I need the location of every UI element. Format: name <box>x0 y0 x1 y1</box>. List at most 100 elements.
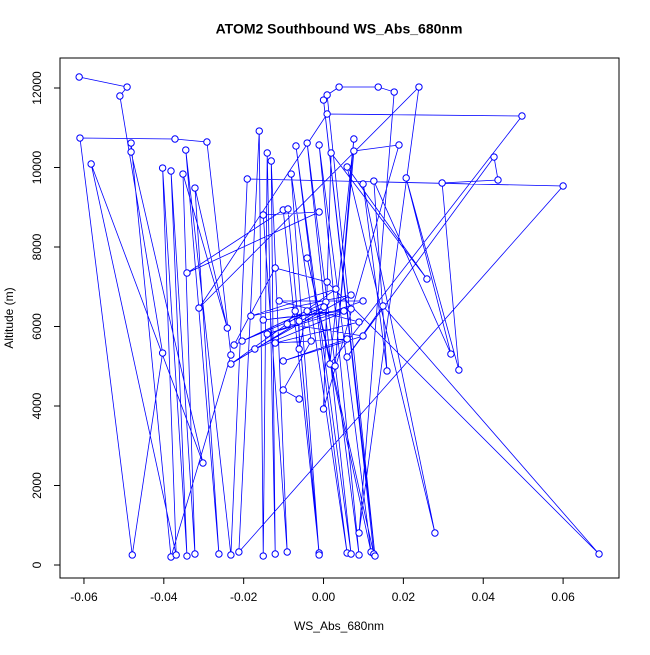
data-point <box>319 405 328 413</box>
data-point <box>227 360 235 368</box>
data-point <box>347 291 355 299</box>
data-point <box>415 83 423 91</box>
data-point <box>350 147 358 155</box>
data-point <box>295 317 303 325</box>
data-point <box>271 339 279 347</box>
data-point <box>332 285 340 293</box>
data-point <box>271 264 279 272</box>
data-point <box>335 83 343 91</box>
data-point <box>255 127 263 135</box>
data-point <box>203 138 211 146</box>
data-point <box>127 148 135 156</box>
data-point <box>87 160 95 168</box>
data-point <box>158 349 167 357</box>
x-axis-label: WS_Abs_680nm <box>294 619 384 633</box>
data-point <box>355 529 363 537</box>
data-point <box>340 307 348 315</box>
data-point <box>263 330 271 338</box>
data-point <box>343 353 351 361</box>
data-point <box>183 269 191 277</box>
data-point <box>347 550 355 558</box>
x-tick-label: 0.00 <box>312 590 336 604</box>
data-point <box>259 211 267 219</box>
data-point <box>323 278 331 286</box>
data-point <box>259 316 267 324</box>
data-point <box>355 551 363 559</box>
data-point <box>447 350 455 358</box>
data-point <box>383 367 391 375</box>
data-point <box>315 141 323 149</box>
data-point <box>227 551 235 559</box>
data-point <box>355 318 363 326</box>
data-point <box>238 337 246 345</box>
data-point <box>395 141 403 149</box>
data-point <box>327 149 335 157</box>
data-point <box>227 351 235 359</box>
data-point <box>283 548 291 556</box>
y-tick-label: 4000 <box>30 392 44 419</box>
data-point <box>323 110 331 118</box>
y-tick-label: 8000 <box>30 233 44 260</box>
data-point <box>320 303 328 311</box>
data-point <box>172 551 180 559</box>
data-point <box>315 551 323 559</box>
data-point <box>127 139 135 147</box>
data-point <box>319 96 328 104</box>
data-point <box>128 551 136 559</box>
data-point <box>195 304 203 312</box>
data-point <box>123 83 131 91</box>
data-point <box>494 176 502 184</box>
data-point <box>191 184 199 192</box>
data-point <box>343 335 351 343</box>
data-point <box>374 83 382 91</box>
data-point <box>251 345 259 353</box>
data-point <box>303 254 311 262</box>
data-point <box>315 208 323 216</box>
data-point <box>287 170 295 178</box>
data-point <box>370 177 378 185</box>
x-tick-label: -0.04 <box>150 590 178 604</box>
data-point <box>307 337 315 345</box>
data-point <box>279 386 287 394</box>
plot-frame <box>59 57 620 579</box>
data-point <box>431 529 439 537</box>
data-point <box>199 459 207 467</box>
data-point <box>490 153 498 161</box>
data-point <box>559 182 567 190</box>
data-point <box>171 135 179 143</box>
y-tick-label: 10000 <box>30 151 44 185</box>
data-point <box>267 157 275 165</box>
data-point <box>359 180 367 188</box>
data-point <box>455 366 463 374</box>
data-point <box>263 149 271 157</box>
data-point <box>235 548 243 556</box>
data-point <box>183 552 191 560</box>
data-point <box>402 174 410 182</box>
data-point <box>275 297 283 305</box>
data-point <box>271 550 279 558</box>
data-point <box>331 362 339 370</box>
data-point <box>350 135 358 143</box>
data-line <box>79 76 600 558</box>
data-point <box>292 142 300 150</box>
data-point <box>390 88 398 96</box>
data-point <box>379 302 387 310</box>
data-point <box>158 164 167 172</box>
y-tick-label: 0 <box>30 561 44 568</box>
y-tick-label: 12000 <box>30 71 44 105</box>
data-point <box>359 332 367 340</box>
y-tick-label: 6000 <box>30 313 44 340</box>
data-point <box>295 395 303 403</box>
data-point <box>423 275 431 283</box>
x-tick-label: 0.04 <box>472 590 496 604</box>
data-point <box>347 305 355 313</box>
data-point <box>243 175 251 183</box>
y-axis-label: Altitude (m) <box>2 287 16 348</box>
data-point <box>595 550 603 558</box>
data-point <box>75 73 83 81</box>
data-point <box>247 312 255 320</box>
data-point <box>518 112 526 120</box>
data-point <box>359 297 367 305</box>
data-point <box>303 307 311 315</box>
